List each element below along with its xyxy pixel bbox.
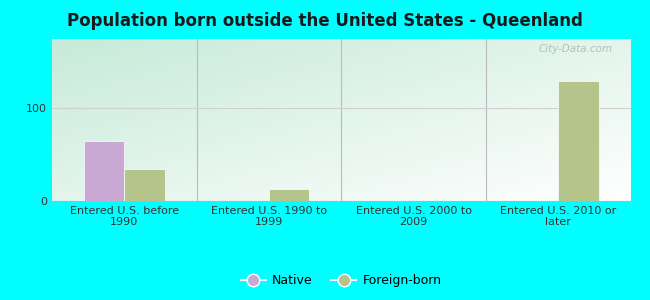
Bar <box>124 169 165 201</box>
Text: City-Data.com: City-Data.com <box>539 44 613 54</box>
Text: Population born outside the United States - Queenland: Population born outside the United State… <box>67 12 583 30</box>
Legend: Native, Foreign-born: Native, Foreign-born <box>236 269 447 292</box>
Bar <box>84 141 124 201</box>
Bar <box>269 189 309 201</box>
Bar <box>558 81 599 201</box>
